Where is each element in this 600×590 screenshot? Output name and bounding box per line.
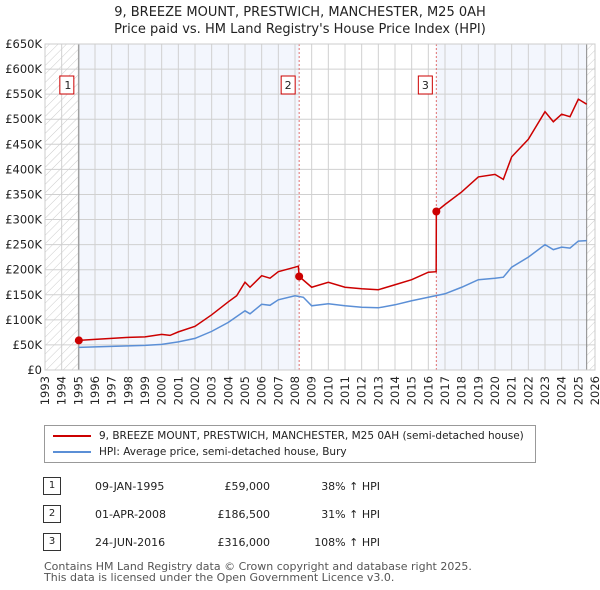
x-tick-label: 2019 xyxy=(471,376,485,405)
transactions-table: 1 09-JAN-1995 £59,000 38% ↑ HPI 2 01-APR-… xyxy=(40,472,380,556)
x-tick-label: 2006 xyxy=(255,376,269,405)
x-tick-label: 2012 xyxy=(355,376,369,405)
transaction-price: £186,500 xyxy=(217,507,271,521)
x-tick-label: 1998 xyxy=(121,376,135,405)
legend: 9, BREEZE MOUNT, PRESTWICH, MANCHESTER, … xyxy=(44,425,536,463)
transaction-price: £316,000 xyxy=(217,535,271,549)
sale-point-1 xyxy=(74,336,83,345)
legend-item-property: 9, BREEZE MOUNT, PRESTWICH, MANCHESTER, … xyxy=(53,430,524,442)
transaction-number: 3 xyxy=(43,533,61,551)
transaction-date: 01-APR-2008 xyxy=(95,507,167,521)
x-tick-label: 2022 xyxy=(521,376,535,405)
x-tick-label: 2024 xyxy=(555,376,569,405)
x-tick-label: 2009 xyxy=(305,376,319,405)
sale-marker-box xyxy=(417,75,433,95)
sale-point-3 xyxy=(432,207,441,216)
sale-marker-label: 2 xyxy=(285,79,292,92)
x-tick-label: 1997 xyxy=(105,376,119,405)
x-tick-label: 1993 xyxy=(38,376,52,405)
title-line: 9, BREEZE MOUNT, PRESTWICH, MANCHESTER, … xyxy=(114,5,486,20)
x-tick-label: 2002 xyxy=(188,376,202,405)
y-tick-label: £500K xyxy=(5,112,42,126)
transaction-hpi: 38% ↑ HPI xyxy=(321,479,380,493)
x-tick-label: 2008 xyxy=(288,376,302,405)
hatched-region-after xyxy=(586,44,595,370)
y-tick-label: £550K xyxy=(5,87,42,101)
x-tick-label: 1994 xyxy=(55,376,69,405)
y-tick-label: £50K xyxy=(13,338,43,352)
table-row: 3 24-JUN-2016 £316,000 108% ↑ HPI xyxy=(40,528,380,556)
x-tick-label: 2026 xyxy=(588,376,600,405)
table-row: 2 01-APR-2008 £186,500 31% ↑ HPI xyxy=(40,500,380,528)
x-tick-label: 2025 xyxy=(571,376,585,405)
footer-line: Contains HM Land Registry data © Crown c… xyxy=(44,560,472,573)
x-tick-label: 1999 xyxy=(138,376,152,405)
series-line xyxy=(78,239,587,349)
x-tick-label: 1995 xyxy=(71,376,85,405)
x-tick-label: 2003 xyxy=(205,376,219,405)
x-tick-label: 2000 xyxy=(155,376,169,405)
legend-swatch-blue xyxy=(53,451,91,453)
x-tick-label: 2020 xyxy=(488,376,502,405)
y-tick-label: £600K xyxy=(5,62,42,76)
transaction-date: 09-JAN-1995 xyxy=(95,479,165,493)
y-tick-label: £350K xyxy=(5,187,42,201)
y-tick-label: £400K xyxy=(5,162,42,176)
sale-marker-label: 1 xyxy=(64,79,71,92)
y-tick-label: £200K xyxy=(5,263,42,277)
sale-marker-box xyxy=(280,75,296,95)
x-tick-label: 2014 xyxy=(388,376,402,405)
x-tick-label: 2011 xyxy=(338,376,352,405)
x-tick-label: 2021 xyxy=(505,376,519,405)
transaction-hpi: 31% ↑ HPI xyxy=(321,507,380,521)
y-tick-label: £0 xyxy=(27,363,42,377)
legend-swatch-red xyxy=(53,435,91,437)
sale-marker-label: 3 xyxy=(422,79,429,92)
x-tick-label: 2001 xyxy=(171,376,185,405)
x-tick-label: 2004 xyxy=(221,376,235,405)
x-tick-label: 2016 xyxy=(421,376,435,405)
x-tick-label: 1996 xyxy=(88,376,102,405)
y-tick-label: £450K xyxy=(5,137,42,151)
legend-label: HPI: Average price, semi-detached house,… xyxy=(99,446,347,458)
footer-line: This data is licensed under the Open Gov… xyxy=(44,571,395,584)
price-chart: 1993 1994 1995 1996 1997 1998 1999 2000 2001 2002… xyxy=(5,37,600,405)
subtitle-line: Price paid vs. HM Land Registry's House … xyxy=(114,22,486,37)
legend-item-hpi: HPI: Average price, semi-detached house,… xyxy=(53,446,347,458)
chart-title: 9, BREEZE MOUNT, PRESTWICH, MANCHESTER, … xyxy=(0,4,600,38)
transaction-price: £59,000 xyxy=(224,479,271,493)
y-tick-label: £100K xyxy=(5,313,42,327)
x-tick-label: 2010 xyxy=(321,376,335,405)
transaction-date: 24-JUN-2016 xyxy=(95,535,166,549)
plot-border xyxy=(44,43,596,371)
y-tick-label: £150K xyxy=(5,288,42,302)
x-tick-label: 2007 xyxy=(271,376,285,405)
x-tick-label: 2017 xyxy=(438,376,452,405)
sale-point-2 xyxy=(295,272,304,281)
y-tick-label: £650K xyxy=(5,37,42,51)
x-tick-label: 2015 xyxy=(405,376,419,405)
x-tick-label: 2005 xyxy=(238,376,252,405)
sale-marker-box xyxy=(59,75,75,95)
footer: Contains HM Land Registry data © Crown c… xyxy=(44,561,472,583)
x-tick-label: 2023 xyxy=(538,376,552,405)
table-row: 1 09-JAN-1995 £59,000 38% ↑ HPI xyxy=(40,472,380,500)
x-tick-label: 2013 xyxy=(371,376,385,405)
y-tick-label: £300K xyxy=(5,213,42,227)
legend-label: 9, BREEZE MOUNT, PRESTWICH, MANCHESTER, … xyxy=(99,430,524,442)
x-tick-label: 2018 xyxy=(455,376,469,405)
transaction-hpi: 108% ↑ HPI xyxy=(314,535,380,549)
transaction-number: 1 xyxy=(43,477,61,495)
series-line xyxy=(78,98,588,342)
ownership-period-1 xyxy=(78,44,300,370)
y-tick-label: £250K xyxy=(5,238,42,252)
transaction-number: 2 xyxy=(43,505,61,523)
